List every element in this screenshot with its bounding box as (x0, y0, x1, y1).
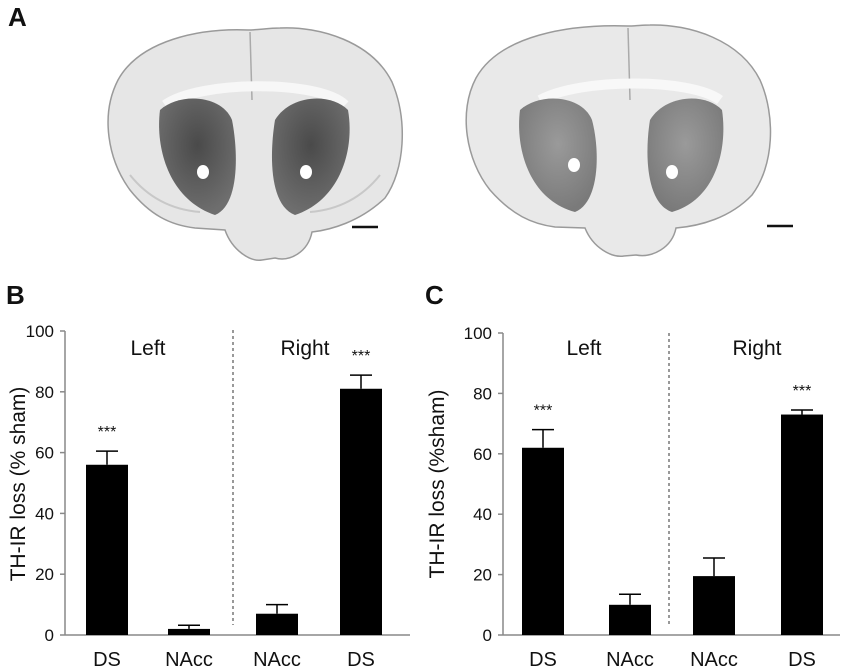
panel-c-ytick-label: 40 (473, 505, 492, 524)
panel-b-bar (86, 464, 128, 635)
panel-c-group-right: Right (732, 337, 781, 360)
panel-c-ytick-label: 20 (473, 566, 492, 585)
panel-b-group-left: Left (130, 337, 165, 360)
panel-c-ytick-label: 80 (473, 384, 492, 403)
panel-b-category-label: NAcc (253, 649, 301, 671)
panel-b-category-label: NAcc (165, 649, 213, 671)
panel-b-ytick-label: 20 (35, 565, 54, 584)
panel-b-ytick-label: 80 (35, 383, 54, 402)
panel-b-label: B (6, 280, 25, 310)
panel-c-ytick-label: 60 (473, 445, 492, 464)
panel-c-category-label: DS (788, 649, 816, 671)
panel-b-category-label: DS (93, 649, 121, 671)
panel-c-label: C (425, 280, 444, 310)
panel-c-bar (781, 414, 823, 635)
panel-c-bar (522, 447, 564, 635)
panel-c-group-left: Left (566, 337, 601, 360)
panel-c-ytick-label: 0 (483, 626, 492, 645)
panel-a-label: A (8, 2, 27, 32)
panel-b-group-right: Right (280, 337, 329, 360)
panel-b-ytick-label: 60 (35, 444, 54, 463)
panel-b-ytick-label: 0 (45, 626, 54, 645)
panel-c-significance: *** (534, 403, 553, 420)
brain-section-right (465, 24, 772, 257)
panel-c: C TH-IR loss (%sham) Left Right 0 20 40 60 8… (425, 280, 840, 671)
panel-c-ytick-label: 100 (464, 324, 492, 343)
panel-b-ytick-label: 40 (35, 504, 54, 523)
panel-b-significance: *** (98, 424, 117, 441)
panel-b-significance: *** (352, 348, 371, 365)
panel-b-category-label: DS (347, 649, 375, 671)
panel-b: B TH-IR loss (% sham) Left Right 0 20 40 60… (6, 280, 410, 671)
panel-c-significance: *** (793, 383, 812, 400)
panel-c-category-label: NAcc (690, 649, 738, 671)
panel-b-ylabel: TH-IR loss (% sham) (7, 387, 30, 582)
panel-b-bar (340, 388, 382, 635)
panel-b-bar (168, 628, 210, 635)
panel-c-category-label: NAcc (606, 649, 654, 671)
panel-c-bar (609, 604, 651, 635)
panel-b-ytick-label: 100 (26, 322, 54, 341)
panel-c-ylabel: TH-IR loss (%sham) (426, 389, 449, 578)
panel-c-category-label: DS (529, 649, 557, 671)
panel-c-bar (693, 576, 735, 635)
brain-section-left (107, 27, 403, 261)
panel-b-bar (256, 613, 298, 635)
